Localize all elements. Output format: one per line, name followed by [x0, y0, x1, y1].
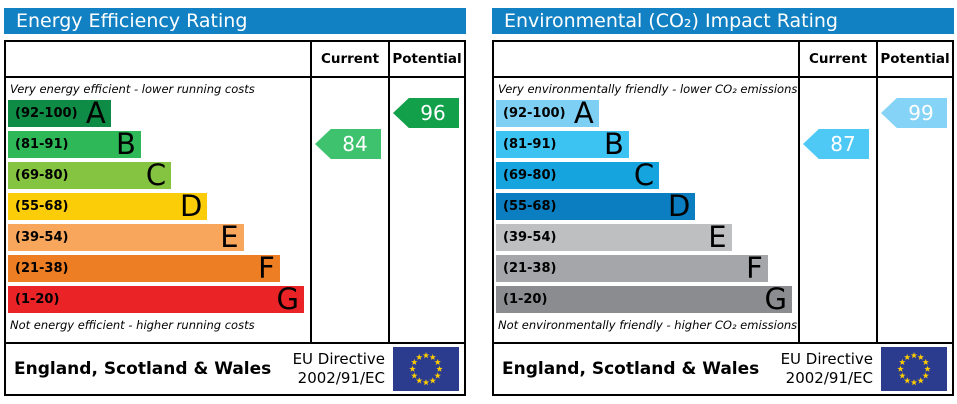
band-letter: G [764, 282, 787, 316]
environmental-potential-rating-marker: 99 [881, 98, 947, 128]
eu-directive-label: EU Directive 2002/91/EC [293, 350, 385, 388]
band-letter: C [633, 158, 655, 192]
energy-potential-rating-marker: 96 [393, 98, 459, 128]
energy-bottom-note: Not energy efficient - higher running co… [10, 318, 255, 332]
environmental-current-column-header: Current [798, 42, 876, 76]
eu-directive-line1: EU Directive [292, 350, 385, 369]
energy-band-a: (92-100) A [8, 96, 111, 130]
environmental-band-g: (1-20) G [496, 282, 792, 316]
region-label: England, Scotland & Wales [502, 359, 760, 379]
band-range: (81-91) [15, 137, 69, 152]
band-range: (81-91) [503, 137, 557, 152]
energy-potential-column-header: Potential [388, 42, 464, 76]
energy-current-value: 84 [342, 132, 368, 156]
band-letter: E [708, 220, 727, 254]
environmental-band-a: (92-100) A [496, 96, 599, 130]
environmental-band-f: (21-38) F [496, 251, 768, 285]
band-letter: D [667, 189, 691, 223]
environmental-band-c: (69-80) C [496, 158, 660, 192]
energy-panel-footer: England, Scotland & Wales EU Directive 2… [4, 342, 466, 396]
environmental-band-area: Very environmentally friendly - lower CO… [494, 78, 798, 342]
band-letter: C [145, 158, 167, 192]
band-range: (21-38) [15, 261, 69, 276]
band-letter: B [603, 127, 624, 161]
energy-band-c: (69-80) C [8, 158, 172, 192]
band-range: (92-100) [15, 106, 78, 121]
band-letter: A [85, 96, 106, 130]
band-range: (1-20) [15, 292, 60, 307]
energy-potential-value: 96 [420, 101, 446, 125]
band-range: (39-54) [15, 230, 69, 245]
energy-band-area: Very energy efficient - lower running co… [6, 78, 310, 342]
eu-flag-icon [393, 347, 459, 391]
environmental-potential-column-header: Potential [876, 42, 952, 76]
band-letter: G [276, 282, 299, 316]
energy-top-note: Very energy efficient - lower running co… [10, 82, 255, 96]
environmental-current-rating-marker: 87 [803, 129, 869, 159]
environmental-bands: (92-100) A (81-91) B (69-80) C (55-68) [496, 96, 798, 316]
energy-band-g: (1-20) G [8, 282, 304, 316]
energy-panel-title: Energy Efficiency Rating [4, 8, 466, 34]
energy-header-spacer [6, 42, 310, 76]
environmental-band-e: (39-54) E [496, 220, 732, 254]
energy-efficiency-panel: Energy Efficiency Rating Current Potenti… [4, 8, 466, 404]
region-label: England, Scotland & Wales [14, 359, 272, 379]
environmental-potential-value: 99 [908, 101, 934, 125]
band-letter: F [746, 251, 763, 285]
energy-table-header: Current Potential [6, 42, 464, 78]
environmental-bottom-note: Not environmentally friendly - higher CO… [498, 318, 798, 332]
eu-directive-label: EU Directive 2002/91/EC [781, 350, 873, 388]
environmental-table-header: Current Potential [494, 42, 952, 78]
environmental-band-d: (55-68) D [496, 189, 696, 223]
band-range: (1-20) [503, 292, 548, 307]
energy-current-column: 84 [310, 78, 388, 342]
environmental-top-note: Very environmentally friendly - lower CO… [498, 82, 798, 96]
energy-band-b: (81-91) B [8, 127, 141, 161]
eu-directive-line1: EU Directive [780, 350, 873, 369]
energy-current-rating-marker: 84 [315, 129, 381, 159]
environmental-rating-table: Current Potential Very environmentally f… [492, 40, 954, 344]
environmental-current-column: 87 [798, 78, 876, 342]
band-range: (69-80) [503, 168, 557, 183]
eu-flag-icon [881, 347, 947, 391]
environmental-panel-footer: England, Scotland & Wales EU Directive 2… [492, 342, 954, 396]
energy-band-e: (39-54) E [8, 220, 244, 254]
band-range: (92-100) [503, 106, 566, 121]
band-letter: A [573, 96, 594, 130]
energy-bands: (92-100) A (81-91) B (69-80) C (55-68) [8, 96, 310, 316]
environmental-header-spacer [494, 42, 798, 76]
band-range: (55-68) [15, 199, 69, 214]
environmental-band-b: (81-91) B [496, 127, 629, 161]
energy-table-body: Very energy efficient - lower running co… [6, 78, 464, 342]
energy-potential-column: 96 [388, 78, 464, 342]
band-range: (39-54) [503, 230, 557, 245]
band-range: (69-80) [15, 168, 69, 183]
energy-rating-table: Current Potential Very energy efficient … [4, 40, 466, 344]
band-range: (21-38) [503, 261, 557, 276]
eu-directive-line2: 2002/91/EC [297, 369, 385, 387]
band-range: (55-68) [503, 199, 557, 214]
band-letter: D [179, 189, 203, 223]
environmental-panel-title: Environmental (CO₂) Impact Rating [492, 8, 954, 34]
environmental-current-value: 87 [830, 132, 856, 156]
band-letter: B [115, 127, 136, 161]
energy-current-column-header: Current [310, 42, 388, 76]
energy-band-d: (55-68) D [8, 189, 208, 223]
environmental-potential-column: 99 [876, 78, 952, 342]
eu-directive-line2: 2002/91/EC [785, 369, 873, 387]
energy-band-f: (21-38) F [8, 251, 280, 285]
environmental-table-body: Very environmentally friendly - lower CO… [494, 78, 952, 342]
band-letter: F [258, 251, 275, 285]
environmental-impact-panel: Environmental (CO₂) Impact Rating Curren… [492, 8, 954, 404]
band-letter: E [220, 220, 239, 254]
